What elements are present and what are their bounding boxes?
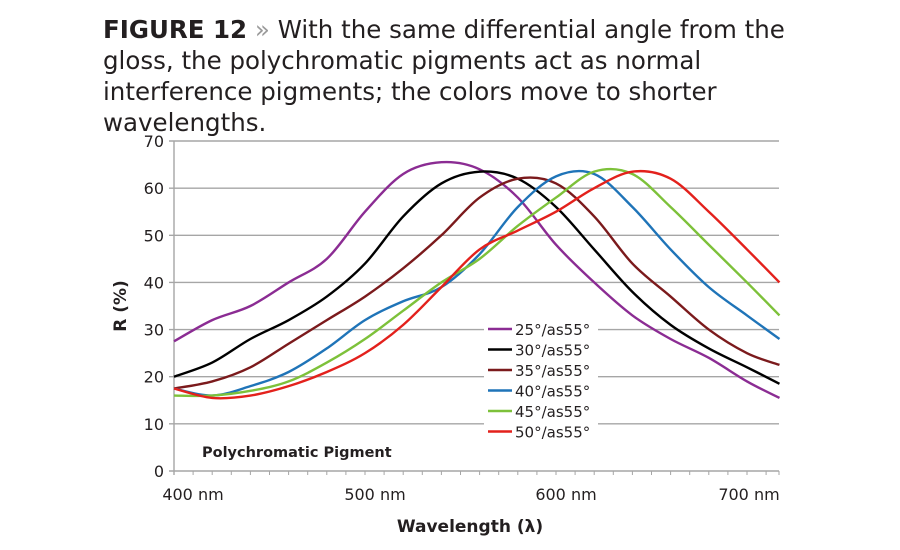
y-tick-label: 10 bbox=[144, 415, 164, 434]
series-line bbox=[173, 169, 781, 397]
x-tick-label: 600 nm bbox=[535, 485, 596, 504]
series-line bbox=[173, 176, 780, 390]
legend-label: 35°/as55° bbox=[515, 362, 590, 380]
y-tick-label: 20 bbox=[144, 368, 164, 387]
figure-caption: FIGURE 12 » With the same differential a… bbox=[103, 14, 803, 138]
separator-icon: » bbox=[254, 15, 270, 44]
series-line bbox=[173, 169, 781, 400]
figure-label: FIGURE 12 bbox=[103, 15, 248, 44]
x-tick-label: 700 nm bbox=[718, 485, 779, 504]
x-axis-title: Wavelength (λ) bbox=[397, 517, 543, 537]
series-line bbox=[173, 167, 781, 398]
legend-label: 25°/as55° bbox=[515, 321, 590, 339]
x-tick-label: 500 nm bbox=[344, 485, 405, 504]
legend-label: 50°/as55° bbox=[515, 424, 590, 442]
series-line bbox=[173, 170, 781, 385]
y-tick-label: 0 bbox=[154, 462, 164, 481]
chart-annotation: Polychromatic Pigment bbox=[202, 445, 392, 461]
legend-label: 30°/as55° bbox=[515, 342, 590, 360]
y-tick-label: 70 bbox=[144, 132, 164, 151]
legend-label: 45°/as55° bbox=[515, 403, 590, 421]
y-tick-label: 30 bbox=[144, 321, 164, 340]
caption-text: With the same differential angle from th… bbox=[103, 15, 785, 137]
y-tick-label: 40 bbox=[144, 273, 164, 292]
series-line bbox=[173, 160, 781, 399]
legend bbox=[484, 317, 598, 444]
y-axis-title: R (%) bbox=[111, 280, 131, 332]
x-tick-label: 400 nm bbox=[162, 485, 223, 504]
legend-label: 40°/as55° bbox=[515, 383, 590, 401]
y-tick-label: 50 bbox=[144, 226, 164, 245]
y-tick-label: 60 bbox=[144, 179, 164, 198]
